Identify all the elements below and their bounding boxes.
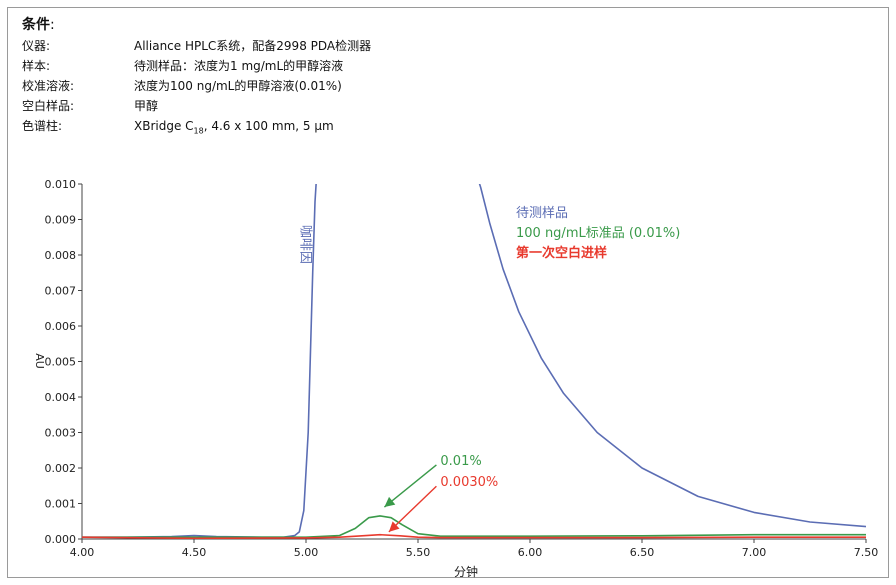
conditions-block: 条件: 仪器: Alliance HPLC系统，配备2998 PDA检测器 样本… [22,14,371,136]
y-tick-label: 0.004 [45,391,77,404]
x-tick-label: 5.50 [406,546,431,559]
figure-frame [7,7,889,578]
x-tick-label: 4.50 [182,546,207,559]
peak-label-caffeine: 咖啡因 [298,225,313,264]
annotation-arrowhead [388,521,400,532]
legend-entry-0: 待测样品 [516,206,568,221]
x-axis-label: 分钟 [454,564,478,579]
y-tick-label: 0.010 [45,178,77,191]
y-tick-label: 0.000 [45,533,77,546]
condition-value: 待测样品：浓度为1 mg/mL的甲醇溶液 [134,59,344,73]
condition-row-blank: 空白样品: 甲醇 [22,96,158,116]
condition-row-sample: 样本: 待测样品：浓度为1 mg/mL的甲醇溶液 [22,56,343,76]
y-tick-label: 0.007 [45,285,77,298]
x-tick-label: 7.50 [854,546,879,559]
axes-layer: 0.000 0.001 0.002 0.003 0.004 0.005 0.006 0.007… [45,178,879,559]
condition-row-instrument: 仪器: Alliance HPLC系统，配备2998 PDA检测器 [22,36,371,56]
x-tick-label: 7.00 [742,546,767,559]
annotation-label-1: 0.01% [440,454,481,469]
condition-value: Alliance HPLC系统，配备2998 PDA检测器 [134,39,372,53]
condition-label: 校准溶液: [22,79,75,93]
condition-value: 甲醇 [134,99,159,113]
condition-value: XBridge C18, 4.6 x 100 mm, 5 μm [134,119,334,136]
x-tick-label: 6.50 [630,546,655,559]
y-tick-label: 0.002 [45,462,77,475]
condition-label: 色谱柱: [22,119,63,133]
y-tick-label: 0.008 [45,249,77,262]
x-tick-label: 5.00 [294,546,319,559]
series-layer [82,184,866,539]
conditions-title: 条件: [22,17,55,33]
condition-row-column: 色谱柱: XBridge C18, 4.6 x 100 mm, 5 μm [22,116,334,136]
condition-row-calibration: 校准溶液: 浓度为100 ng/mL的甲醇溶液(0.01%) [22,76,342,96]
condition-value: 浓度为100 ng/mL的甲醇溶液(0.01%) [134,79,342,93]
y-tick-label: 0.009 [45,214,77,227]
annotation-arrow [383,464,437,508]
legend-entry-2: 第一次空白进样 [516,245,607,261]
annotation-arrow [388,485,437,533]
condition-label: 样本: [22,59,51,73]
y-tick-label: 0.001 [45,498,77,511]
condition-label: 空白样品: [22,99,75,113]
y-tick-label: 0.006 [45,320,77,333]
y-tick-label: 0.003 [45,427,77,440]
annotation-arrowhead [384,496,396,508]
annotation-label-2: 0.0030% [440,475,498,490]
annotation-layer: 咖啡因 0.01% 0.0030% 待测样品 100 ng/mL标准品 (0.01%) 第… [298,206,680,533]
y-tick-label: 0.005 [45,356,77,369]
series-line-1 [478,184,866,528]
legend-entry-1: 100 ng/mL标准品 (0.01%) [516,226,680,241]
y-axis-label: AU [33,353,46,369]
condition-label: 仪器: [22,39,51,53]
series-line-2 [82,515,866,539]
series-line-3 [82,533,866,539]
x-tick-label: 4.00 [70,546,95,559]
series-line-0 [82,184,317,539]
x-tick-label: 6.00 [518,546,543,559]
